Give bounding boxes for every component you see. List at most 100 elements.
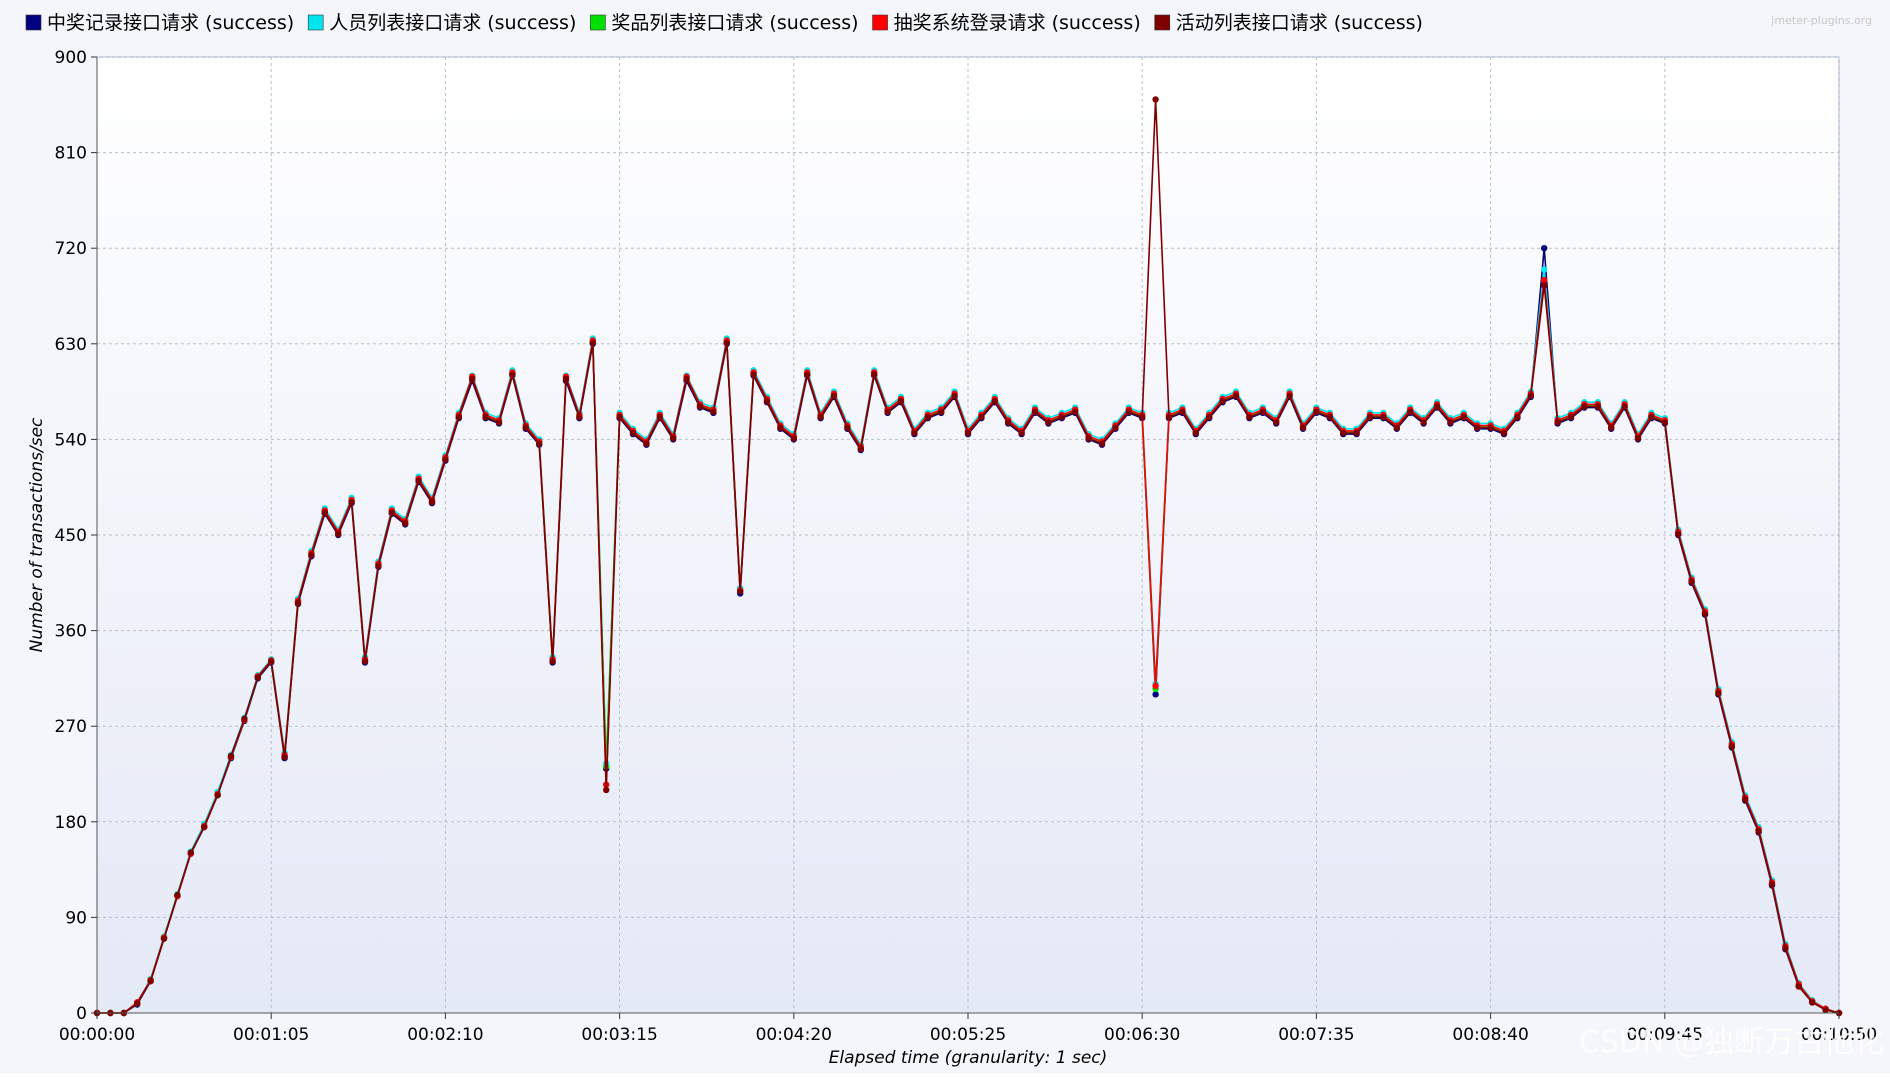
data-point bbox=[214, 792, 221, 799]
series-lines bbox=[93, 96, 1843, 1017]
data-point bbox=[1098, 440, 1106, 447]
data-point bbox=[844, 424, 851, 431]
data-point bbox=[402, 520, 409, 527]
data-point bbox=[335, 530, 342, 538]
data-point bbox=[469, 375, 476, 383]
data-point bbox=[1380, 413, 1387, 421]
data-point bbox=[1165, 413, 1173, 421]
data-point bbox=[375, 562, 382, 570]
data-point bbox=[442, 456, 449, 463]
data-point bbox=[1139, 413, 1146, 421]
y-tick-label: 360 bbox=[55, 622, 87, 642]
data-point bbox=[1179, 408, 1186, 415]
data-point bbox=[911, 429, 918, 437]
data-point bbox=[589, 339, 596, 346]
x-tick-label: 00:04:20 bbox=[756, 1025, 832, 1045]
legend-label: 奖品列表接口请求 (success) bbox=[611, 12, 858, 34]
data-point bbox=[536, 440, 543, 447]
data-point bbox=[1701, 610, 1709, 617]
data-point bbox=[1326, 413, 1334, 421]
data-point bbox=[348, 498, 355, 506]
data-point bbox=[415, 477, 422, 485]
x-tick-label: 00:07:35 bbox=[1278, 1025, 1354, 1045]
data-point bbox=[1112, 424, 1119, 431]
data-point bbox=[562, 375, 570, 383]
data-point bbox=[897, 397, 905, 405]
data-point bbox=[1688, 578, 1695, 585]
legend-item: 奖品列表接口请求 (success) bbox=[590, 12, 859, 34]
data-point bbox=[321, 509, 328, 516]
data-point bbox=[924, 413, 931, 421]
legend-swatch bbox=[1154, 14, 1171, 31]
x-tick-label: 00:05:25 bbox=[930, 1025, 1006, 1045]
data-point bbox=[737, 588, 744, 595]
data-point bbox=[1541, 266, 1548, 273]
data-point bbox=[629, 429, 637, 437]
data-point bbox=[710, 408, 717, 415]
data-point bbox=[1608, 424, 1615, 431]
data-point bbox=[241, 715, 248, 722]
data-point bbox=[495, 419, 503, 426]
legend-label: 抽奖系统登录请求 (success) bbox=[894, 12, 1141, 34]
y-axis-title: Number of transactions/sec bbox=[27, 417, 47, 652]
data-point bbox=[1447, 419, 1454, 426]
x-tick-label: 00:09:45 bbox=[1627, 1025, 1703, 1045]
legend-item: 中奖记录接口请求 (success) bbox=[25, 12, 294, 34]
data-point bbox=[482, 413, 489, 421]
data-point bbox=[1822, 1006, 1829, 1014]
data-point bbox=[1634, 435, 1642, 442]
data-point bbox=[683, 375, 690, 383]
data-point bbox=[1541, 245, 1548, 252]
data-point bbox=[1795, 983, 1803, 990]
y-tick-label: 450 bbox=[55, 526, 87, 546]
data-point bbox=[1474, 424, 1481, 431]
data-point bbox=[1661, 419, 1669, 426]
legend: 中奖记录接口请求 (success) 人员列表接口请求 (success) 奖品列表… bbox=[25, 12, 1423, 34]
data-point bbox=[294, 599, 302, 607]
data-point bbox=[1125, 408, 1133, 415]
data-point bbox=[804, 371, 811, 378]
legend-swatch bbox=[590, 14, 606, 31]
data-point bbox=[1085, 435, 1092, 442]
data-point bbox=[1755, 828, 1762, 835]
data-point bbox=[1152, 96, 1159, 103]
data-point bbox=[1299, 424, 1307, 431]
data-point bbox=[616, 413, 623, 421]
series-group bbox=[93, 96, 1843, 1017]
data-point bbox=[1005, 419, 1012, 426]
legend-item: 活动列表接口请求 (success) bbox=[1154, 12, 1423, 34]
data-point bbox=[308, 551, 315, 559]
data-point bbox=[790, 435, 797, 442]
watermark: CSDN @独断万古他化 bbox=[1579, 1025, 1884, 1060]
data-point bbox=[1809, 999, 1816, 1006]
data-point bbox=[857, 445, 864, 453]
data-point bbox=[1487, 424, 1494, 431]
data-point bbox=[1232, 392, 1240, 400]
data-point bbox=[1594, 403, 1602, 410]
data-point bbox=[696, 403, 704, 410]
data-point bbox=[656, 413, 663, 421]
data-point bbox=[254, 674, 261, 681]
data-point bbox=[1742, 796, 1749, 803]
data-point bbox=[1527, 392, 1535, 400]
x-tick-label: 00:08:40 bbox=[1452, 1025, 1528, 1045]
data-point bbox=[1340, 429, 1347, 437]
x-tick-label: 00:10:50 bbox=[1801, 1025, 1877, 1045]
axes: 0 90 180 270 360 450 540 630 720 810 900 00:00:00 00… bbox=[55, 48, 1878, 1045]
data-point bbox=[1192, 429, 1200, 437]
data-point bbox=[603, 786, 610, 794]
data-point bbox=[1393, 424, 1401, 431]
y-tick-label: 270 bbox=[55, 717, 87, 737]
x-tick-label: 00:06:30 bbox=[1104, 1025, 1180, 1045]
data-point bbox=[817, 413, 824, 421]
legend-label: 中奖记录接口请求 (success) bbox=[47, 12, 294, 34]
data-point bbox=[871, 371, 878, 378]
data-point bbox=[1152, 691, 1159, 698]
data-point bbox=[1541, 276, 1548, 284]
data-point bbox=[187, 849, 194, 856]
data-point bbox=[522, 424, 529, 431]
data-point bbox=[1567, 413, 1575, 421]
y-tick-label: 90 bbox=[65, 908, 87, 928]
y-tick-label: 540 bbox=[55, 430, 87, 450]
data-point bbox=[1460, 413, 1468, 421]
